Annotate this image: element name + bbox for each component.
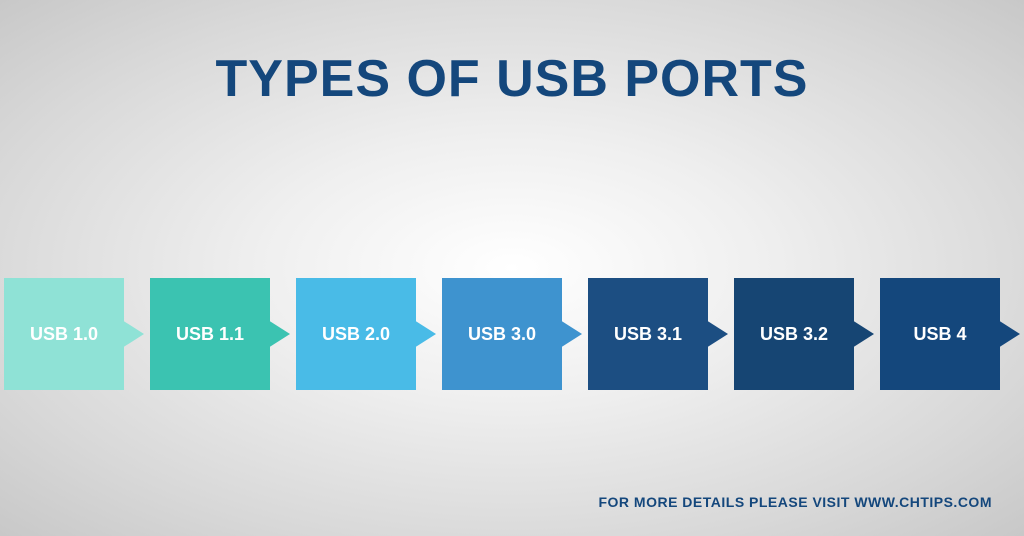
usb-flow: USB 1.0USB 1.1USB 2.0USB 3.0USB 3.1USB 3… [4, 278, 1024, 390]
usb-box: USB 3.1 [588, 278, 708, 390]
arrow-right-icon [852, 320, 874, 348]
arrow-right-icon [706, 320, 728, 348]
usb-box: USB 1.1 [150, 278, 270, 390]
arrow-right-icon [560, 320, 582, 348]
usb-box: USB 3.0 [442, 278, 562, 390]
usb-box: USB 3.2 [734, 278, 854, 390]
usb-box: USB 1.0 [4, 278, 124, 390]
arrow-right-icon [414, 320, 436, 348]
usb-box: USB 4 [880, 278, 1000, 390]
footer-text: FOR MORE DETAILS PLEASE VISIT WWW.CHTIPS… [598, 494, 992, 510]
usb-box: USB 2.0 [296, 278, 416, 390]
arrow-right-icon [268, 320, 290, 348]
arrow-right-icon [998, 320, 1020, 348]
page-title: TYPES OF USB PORTS [0, 50, 1024, 110]
arrow-right-icon [122, 320, 144, 348]
